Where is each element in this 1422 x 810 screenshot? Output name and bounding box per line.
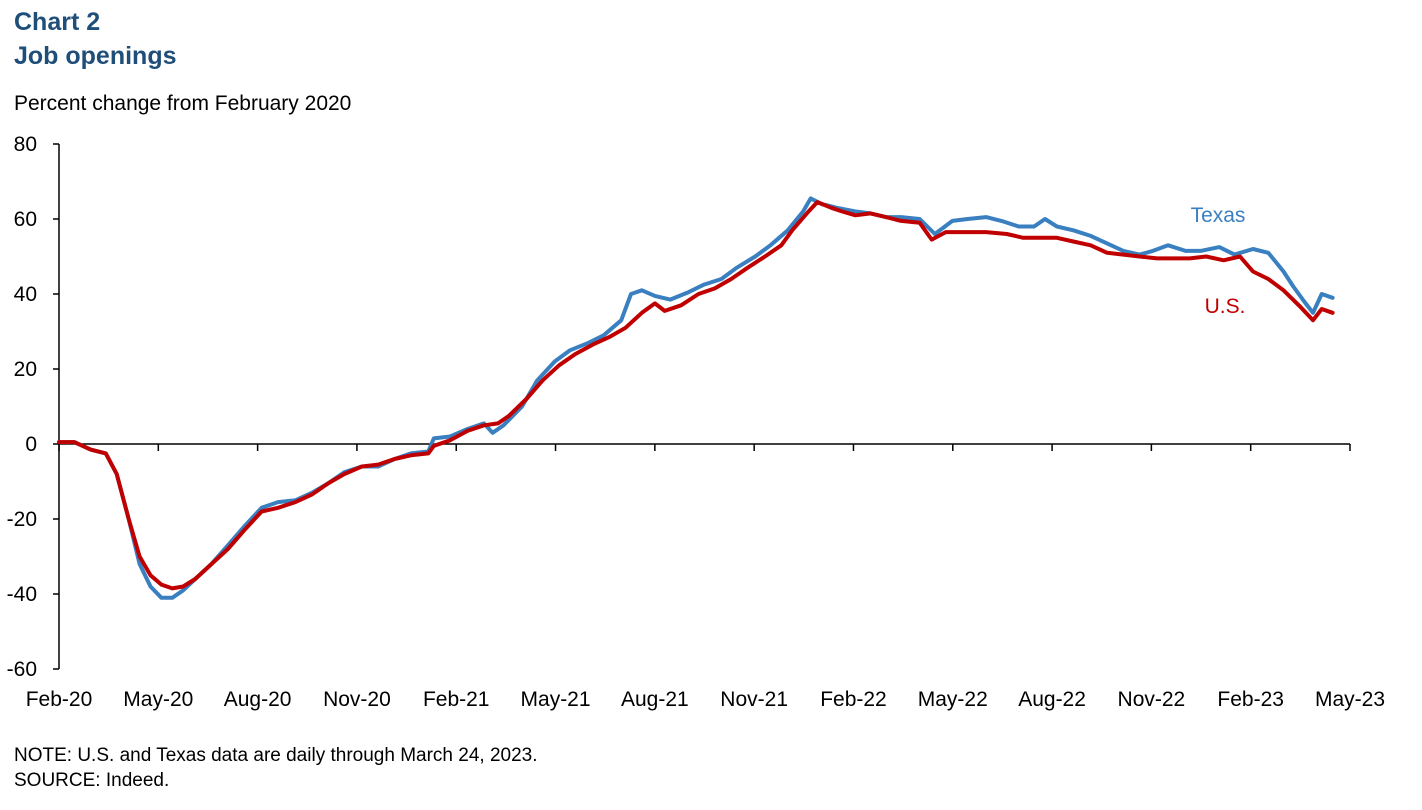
x-tick-label: Feb-20 <box>26 688 93 711</box>
x-tick-label: May-20 <box>123 688 193 711</box>
x-tick-label: May-23 <box>1315 688 1385 711</box>
chart-title: Job openings <box>14 42 177 70</box>
x-tick-label: Aug-20 <box>224 688 292 711</box>
source-note: SOURCE: Indeed. <box>14 770 170 791</box>
texas-series-label: Texas <box>1191 204 1246 227</box>
x-tick-label: Aug-21 <box>621 688 689 711</box>
x-axis: Feb-20 May-20 Aug-20 Nov-20 Feb-21 May-21 Aug-… <box>26 443 1385 711</box>
x-tick-label: Feb-22 <box>820 688 887 711</box>
x-tick-label: Nov-21 <box>720 688 788 711</box>
y-tick-label: 80 <box>14 133 37 156</box>
x-tick-label: Nov-22 <box>1118 688 1186 711</box>
x-tick-label: Feb-23 <box>1217 688 1284 711</box>
y-axis-label: Percent change from February 2020 <box>14 92 352 115</box>
y-tick-label: -20 <box>7 508 37 531</box>
y-tick-label: -40 <box>7 583 37 606</box>
y-tick-label: 20 <box>14 358 37 381</box>
y-tick-label: 40 <box>14 283 37 306</box>
y-tick-label: 0 <box>25 433 37 456</box>
x-tick-label: May-22 <box>918 688 988 711</box>
chart-number: Chart 2 <box>14 8 101 36</box>
series-labels: Texas U.S. <box>1191 204 1246 318</box>
y-tick-label: 60 <box>14 208 37 231</box>
us-series-line <box>57 200 1335 591</box>
us-series-label: U.S. <box>1205 295 1246 318</box>
y-tick-label: -60 <box>7 658 37 681</box>
texas-series-line <box>57 196 1335 600</box>
x-tick-label: Feb-21 <box>423 688 490 711</box>
x-tick-label: Nov-20 <box>323 688 391 711</box>
series-layer <box>57 196 1335 600</box>
footnote: NOTE: U.S. and Texas data are daily thro… <box>14 745 538 766</box>
y-axis: -60 -40 -20 0 20 40 60 80 <box>7 133 60 681</box>
line-chart: -60 -40 -20 0 20 40 60 80 Feb-20 May-20 Aug-20 Nov… <box>7 133 1385 711</box>
x-tick-label: May-21 <box>521 688 591 711</box>
x-tick-label: Aug-22 <box>1018 688 1086 711</box>
